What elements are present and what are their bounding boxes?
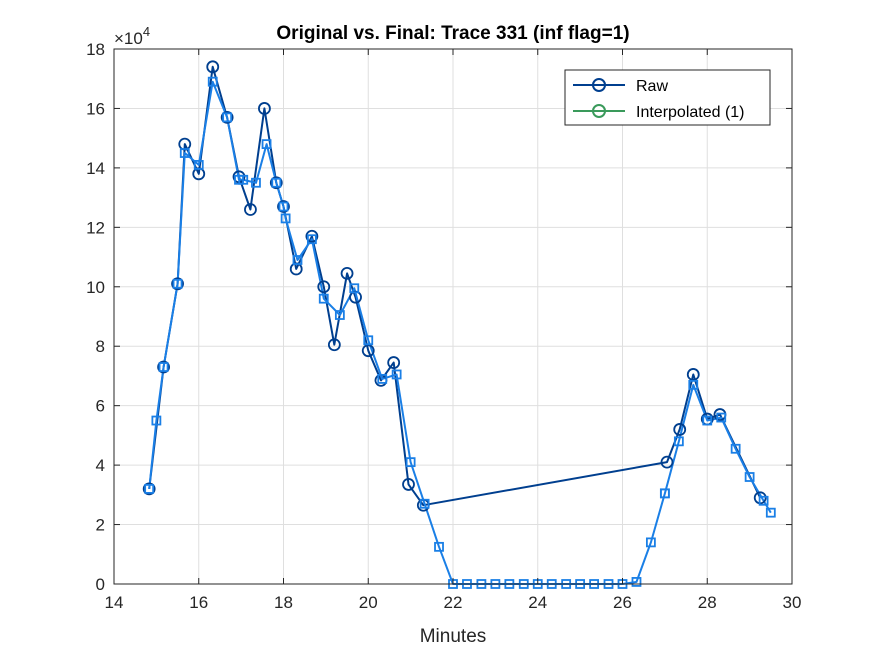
x-tick-label: 16 [189,593,208,612]
final-point [193,160,204,170]
raw-point [206,60,220,74]
y-tick-label: 16 [86,99,105,118]
raw-point [305,229,319,243]
final-point [349,283,360,294]
final-point [179,148,190,158]
final-point [251,177,261,188]
raw-point [660,455,674,469]
final-point [306,234,317,245]
raw-point [220,110,234,124]
x-tick-label: 24 [528,593,547,612]
final-point [688,379,699,390]
final-point [377,374,388,384]
raw-point [686,368,700,381]
x-axis-label: Minutes [420,626,487,647]
y-tick-label: 14 [86,159,105,178]
y-tick-label: 12 [86,218,105,237]
final-point [419,498,430,509]
final-point [434,541,444,552]
legend-interpolated-marker [592,104,606,118]
x-tick-label: 28 [698,593,717,612]
raw-point [673,423,687,436]
legend-interpolated-label: Interpolated (1) [636,104,745,121]
final-point [758,495,769,506]
x-tick-label: 20 [359,593,378,612]
final-point [391,369,402,380]
final-point [702,415,713,426]
final-point [158,362,169,372]
final-point [716,412,727,423]
x-tick-label: 22 [444,593,463,612]
y-tick-label: 0 [96,575,105,594]
final-point [765,507,776,518]
raw-point [340,267,354,280]
final-point [292,255,303,265]
raw-point [258,102,271,115]
y-exponent-base: ×10 [114,29,143,48]
x-tick-label: 30 [783,593,802,612]
legend-raw-marker [592,78,606,92]
series-raw-line [148,65,762,507]
chart-title: Original vs. Final: Trace 331 (inf flag=… [276,23,629,44]
final-point [363,335,374,346]
y-exponent-power: 4 [143,24,150,39]
final-point [318,293,329,304]
final-point [631,577,642,587]
y-tick-label: 4 [96,456,105,475]
final-point [405,457,416,468]
y-tick-label: 8 [96,337,105,356]
final-point [172,278,183,289]
legend: Raw Interpolated (1) [564,69,771,126]
final-point [207,76,218,87]
raw-point [269,176,283,190]
x-tick-label: 14 [105,593,124,612]
legend-raw-label: Raw [636,78,668,95]
y-tick-label: 18 [86,40,105,59]
y-tick-label: 10 [86,278,105,297]
final-point [238,174,249,185]
final-point [659,488,670,499]
final-point [744,472,755,482]
raw-point [402,478,415,491]
final-point [645,537,656,548]
series-layer [142,60,776,589]
raw-point [317,280,331,294]
final-point [271,177,282,188]
x-tick-label: 26 [613,593,632,612]
final-point [334,310,345,320]
raw-point [244,203,257,216]
raw-point [361,344,375,358]
raw-point [327,338,341,352]
raw-point [157,360,170,374]
y-tick-label: 6 [96,397,105,416]
final-point [151,415,162,426]
raw-point [142,482,156,496]
final-point [222,112,233,123]
raw-point [171,277,184,291]
raw-point [277,200,290,213]
final-point [673,436,684,447]
final-point [144,483,155,494]
y-axis-exponent: ×104 [114,24,150,48]
y-tick-label: 2 [96,516,105,535]
final-point [261,139,272,150]
svg-text:×104: ×104 [114,24,150,48]
raw-point [387,356,401,369]
x-tick-label: 18 [274,593,293,612]
final-point [730,443,741,454]
final-point [278,201,289,212]
final-point [280,213,291,224]
